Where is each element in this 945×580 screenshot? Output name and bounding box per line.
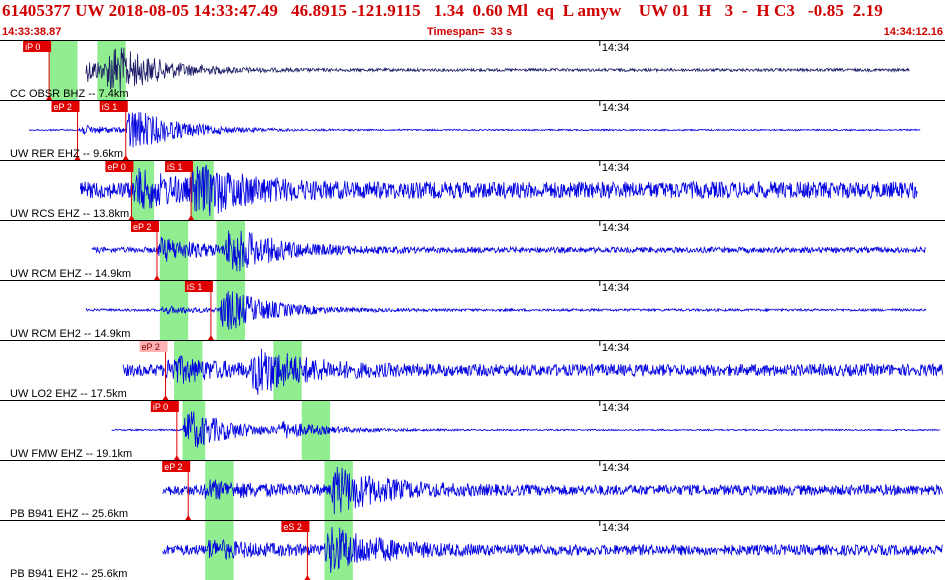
pick-label: iS 1 <box>102 102 118 112</box>
pick-label: eP 2 <box>133 222 151 232</box>
pick-label: iP 0 <box>25 42 40 52</box>
minute-label: 14:34 <box>602 342 630 354</box>
phase-window <box>131 160 155 220</box>
seismogram-trace <box>85 291 927 330</box>
waveform-panel[interactable]: 14:34 iP 0 CC OBSR BHZ -- 7.4km 14:34 eP 2 iS… <box>0 40 945 580</box>
end-time: 14:34:12.16 <box>883 26 943 38</box>
pick-label: iS 1 <box>167 162 183 172</box>
seismogram-trace <box>111 411 941 448</box>
pick-box <box>139 341 168 352</box>
pick-marker <box>162 395 169 400</box>
minute-label: 14:34 <box>602 402 630 414</box>
pick-label: eP 2 <box>164 462 182 472</box>
pick-box <box>162 461 191 472</box>
minute-label: 14:34 <box>602 162 630 174</box>
seismogram-trace <box>28 111 921 148</box>
pick-marker <box>153 275 160 280</box>
pick-label: eP 2 <box>53 102 71 112</box>
station-label: UW RER EHZ -- 9.6km <box>10 148 123 160</box>
minute-label: 14:34 <box>602 222 630 234</box>
seismogram-trace <box>162 466 944 515</box>
minute-label: 14:34 <box>602 522 630 534</box>
pick-marker <box>128 215 135 220</box>
pick-box <box>99 101 128 112</box>
pick-box <box>184 281 213 292</box>
station-label: UW FMW EHZ -- 19.1km <box>10 448 132 460</box>
pick-box <box>105 161 134 172</box>
pick-marker <box>304 575 311 580</box>
station-label: UW RCM EHZ -- 14.9km <box>10 268 131 280</box>
event-header: 61405377 UW 2018-08-05 14:33:47.49 46.89… <box>0 0 945 40</box>
seismogram-trace <box>91 230 927 272</box>
pick-marker <box>185 515 192 520</box>
station-label: PB B941 EH2 -- 25.6km <box>10 568 127 580</box>
event-title: 61405377 UW 2018-08-05 14:33:47.49 46.89… <box>2 1 883 20</box>
timespan-label: Timespan= 33 s <box>427 26 513 38</box>
phase-window <box>49 40 78 100</box>
pick-marker <box>74 155 81 160</box>
station-label: CC OBSR BHZ -- 7.4km <box>10 88 129 100</box>
pick-label: iP 0 <box>153 402 168 412</box>
pick-marker <box>46 95 53 100</box>
seismogram-trace <box>79 164 918 216</box>
pick-marker <box>188 215 195 220</box>
minute-label: 14:34 <box>602 42 630 54</box>
pick-label: eP 2 <box>141 342 159 352</box>
pick-label: eS 2 <box>283 522 302 532</box>
station-label: UW RCS EHZ -- 13.8km <box>10 208 129 220</box>
pick-box <box>150 401 179 412</box>
pick-box <box>23 41 52 52</box>
pick-box <box>130 221 159 232</box>
seismogram-trace <box>122 348 943 395</box>
station-label: PB B941 EHZ -- 25.6km <box>10 508 128 520</box>
pick-box <box>51 101 80 112</box>
minute-label: 14:34 <box>602 102 630 114</box>
minute-label: 14:34 <box>602 462 630 474</box>
pick-box <box>281 521 310 532</box>
pick-box <box>165 161 194 172</box>
pick-label: eP 0 <box>107 162 125 172</box>
seismogram-trace <box>162 527 944 573</box>
station-label: UW RCM EH2 -- 14.9km <box>10 328 130 340</box>
pick-marker <box>173 455 180 460</box>
station-label: UW LO2 EHZ -- 17.5km <box>10 388 127 400</box>
pick-marker <box>207 335 214 340</box>
pick-label: iS 1 <box>187 282 203 292</box>
start-time: 14:33:38.87 <box>2 26 62 38</box>
pick-marker <box>122 155 129 160</box>
minute-label: 14:34 <box>602 282 630 294</box>
seismogram-trace <box>85 47 910 92</box>
